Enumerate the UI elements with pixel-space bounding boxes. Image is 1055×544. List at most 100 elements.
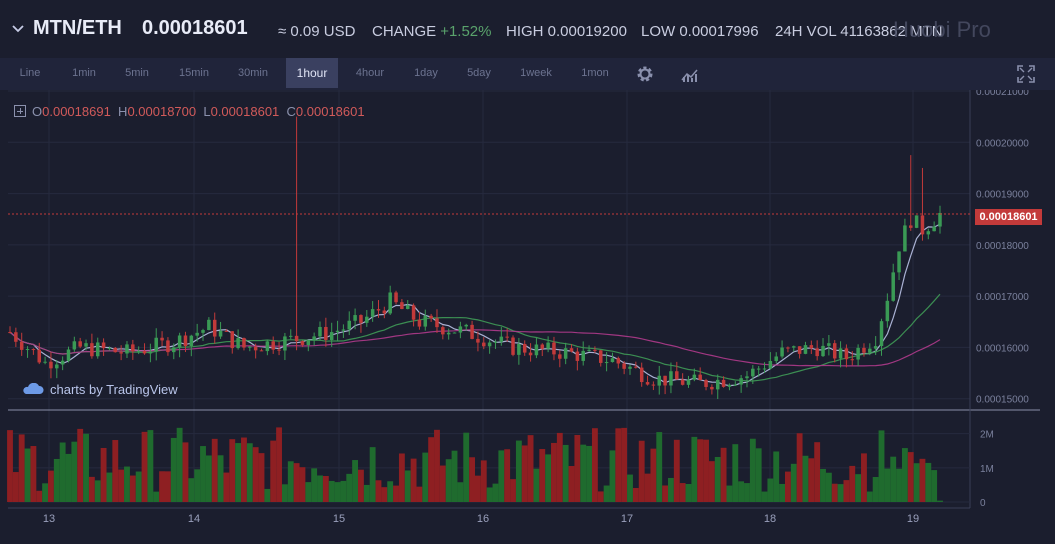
pair-name[interactable]: MTN/ETH xyxy=(33,17,122,39)
interval-30min[interactable]: 30min xyxy=(238,67,268,79)
candle-body xyxy=(177,335,182,348)
candle-body xyxy=(745,376,749,379)
volume-bar xyxy=(919,458,926,502)
volume-bar xyxy=(515,440,522,502)
price-tick-label: 0.00021000 xyxy=(976,90,1029,98)
candle-body xyxy=(645,382,650,385)
volume-bar xyxy=(779,483,785,502)
volume-bar xyxy=(738,481,745,502)
volume-bars xyxy=(7,427,943,502)
candle-body xyxy=(242,338,246,348)
volume-bar xyxy=(773,451,780,502)
volume-bar xyxy=(913,463,920,502)
candle-body xyxy=(405,305,410,309)
candle-body xyxy=(411,305,416,320)
candle-body xyxy=(862,347,866,353)
candle-body xyxy=(136,350,141,352)
candle-body xyxy=(909,225,913,228)
volume-bar xyxy=(714,456,721,502)
volume-bar xyxy=(59,442,66,502)
volume-bar xyxy=(258,453,265,502)
candle-body xyxy=(55,364,59,369)
interval-1min[interactable]: 1min xyxy=(72,67,96,79)
chevron-down-icon[interactable] xyxy=(11,22,25,36)
volume-bar xyxy=(106,472,113,502)
volume-tick-label: 1M xyxy=(980,464,994,475)
candle-body xyxy=(160,337,164,341)
interval-line[interactable]: Line xyxy=(19,67,41,79)
volume-bar xyxy=(410,458,417,502)
candle-body xyxy=(897,251,901,273)
candle-body xyxy=(72,341,77,350)
volume-bar xyxy=(223,472,230,502)
volume-bar xyxy=(632,487,639,502)
volume-bar xyxy=(159,471,165,502)
volume-bar xyxy=(416,486,423,502)
interval-4hour[interactable]: 4hour xyxy=(355,67,385,79)
time-tick-label: 17 xyxy=(621,513,633,525)
candle-body xyxy=(809,345,814,349)
volume-bar xyxy=(907,452,914,502)
candle-body xyxy=(189,335,194,347)
volume-bar xyxy=(691,436,698,502)
candle-body xyxy=(259,350,264,352)
gear-icon[interactable] xyxy=(635,64,655,84)
volume-bar xyxy=(129,475,136,502)
volume-bar xyxy=(346,473,353,502)
candle-body xyxy=(587,349,591,351)
tradingview-watermark[interactable]: charts by TradingView xyxy=(22,382,178,397)
fullscreen-icon[interactable] xyxy=(1016,64,1036,84)
candle-body xyxy=(43,361,47,363)
volume-bar xyxy=(820,468,826,502)
moving-average-line xyxy=(9,329,941,367)
candle-body xyxy=(522,343,527,353)
open-label: O xyxy=(32,104,43,119)
price-chart[interactable]: 0.00015000 0.00016000 0.00017000 0.00018000… xyxy=(0,87,1055,539)
expand-icon[interactable] xyxy=(14,105,26,117)
candle-body xyxy=(815,348,819,357)
candle-body xyxy=(517,343,521,355)
candle-body xyxy=(569,348,574,352)
interval-1hour[interactable]: 1hour xyxy=(286,58,338,88)
volume-bar xyxy=(785,471,791,502)
volume-bar xyxy=(521,445,528,502)
interval-1week[interactable]: 1week xyxy=(520,67,552,79)
last-price: 0.00018601 xyxy=(142,17,248,39)
volume-bar xyxy=(609,450,616,502)
volume-bar xyxy=(48,470,54,502)
volume-bar xyxy=(703,439,709,502)
volume-bar xyxy=(404,470,411,502)
interval-5day[interactable]: 5day xyxy=(467,67,491,79)
volume-bar xyxy=(872,476,879,502)
candle-body xyxy=(651,384,656,386)
candle-body xyxy=(248,346,252,348)
candle-body xyxy=(294,335,299,342)
volume-bar xyxy=(574,434,581,502)
candle-body xyxy=(324,326,328,340)
candle-body xyxy=(926,231,931,235)
interval-1day[interactable]: 1day xyxy=(414,67,438,79)
interval-5min[interactable]: 5min xyxy=(125,67,149,79)
volume-bar xyxy=(276,427,282,502)
indicators-icon[interactable] xyxy=(680,64,700,84)
candle-body xyxy=(400,302,404,309)
candle-body xyxy=(868,348,872,353)
candle-body xyxy=(780,347,784,357)
volume-bar xyxy=(387,481,394,502)
volume-tick-label: 2M xyxy=(980,430,994,441)
candle-body xyxy=(271,341,275,350)
candle-body xyxy=(148,351,153,354)
volume-bar xyxy=(866,491,873,502)
interval-15min[interactable]: 15min xyxy=(179,67,209,79)
volume-bar xyxy=(188,478,195,502)
volume-bar xyxy=(135,471,142,502)
watermark-text: charts by TradingView xyxy=(50,382,178,397)
volume-bar xyxy=(931,470,938,502)
chart-svg[interactable]: 0.00015000 0.00016000 0.00017000 0.00018000… xyxy=(0,87,1055,539)
candle-body xyxy=(686,379,691,385)
volume-bar xyxy=(720,447,727,502)
volume-tick-label: 0 xyxy=(980,498,986,509)
candle-body xyxy=(563,348,568,359)
interval-1mon[interactable]: 1mon xyxy=(581,67,609,79)
volume-bar xyxy=(644,473,651,502)
